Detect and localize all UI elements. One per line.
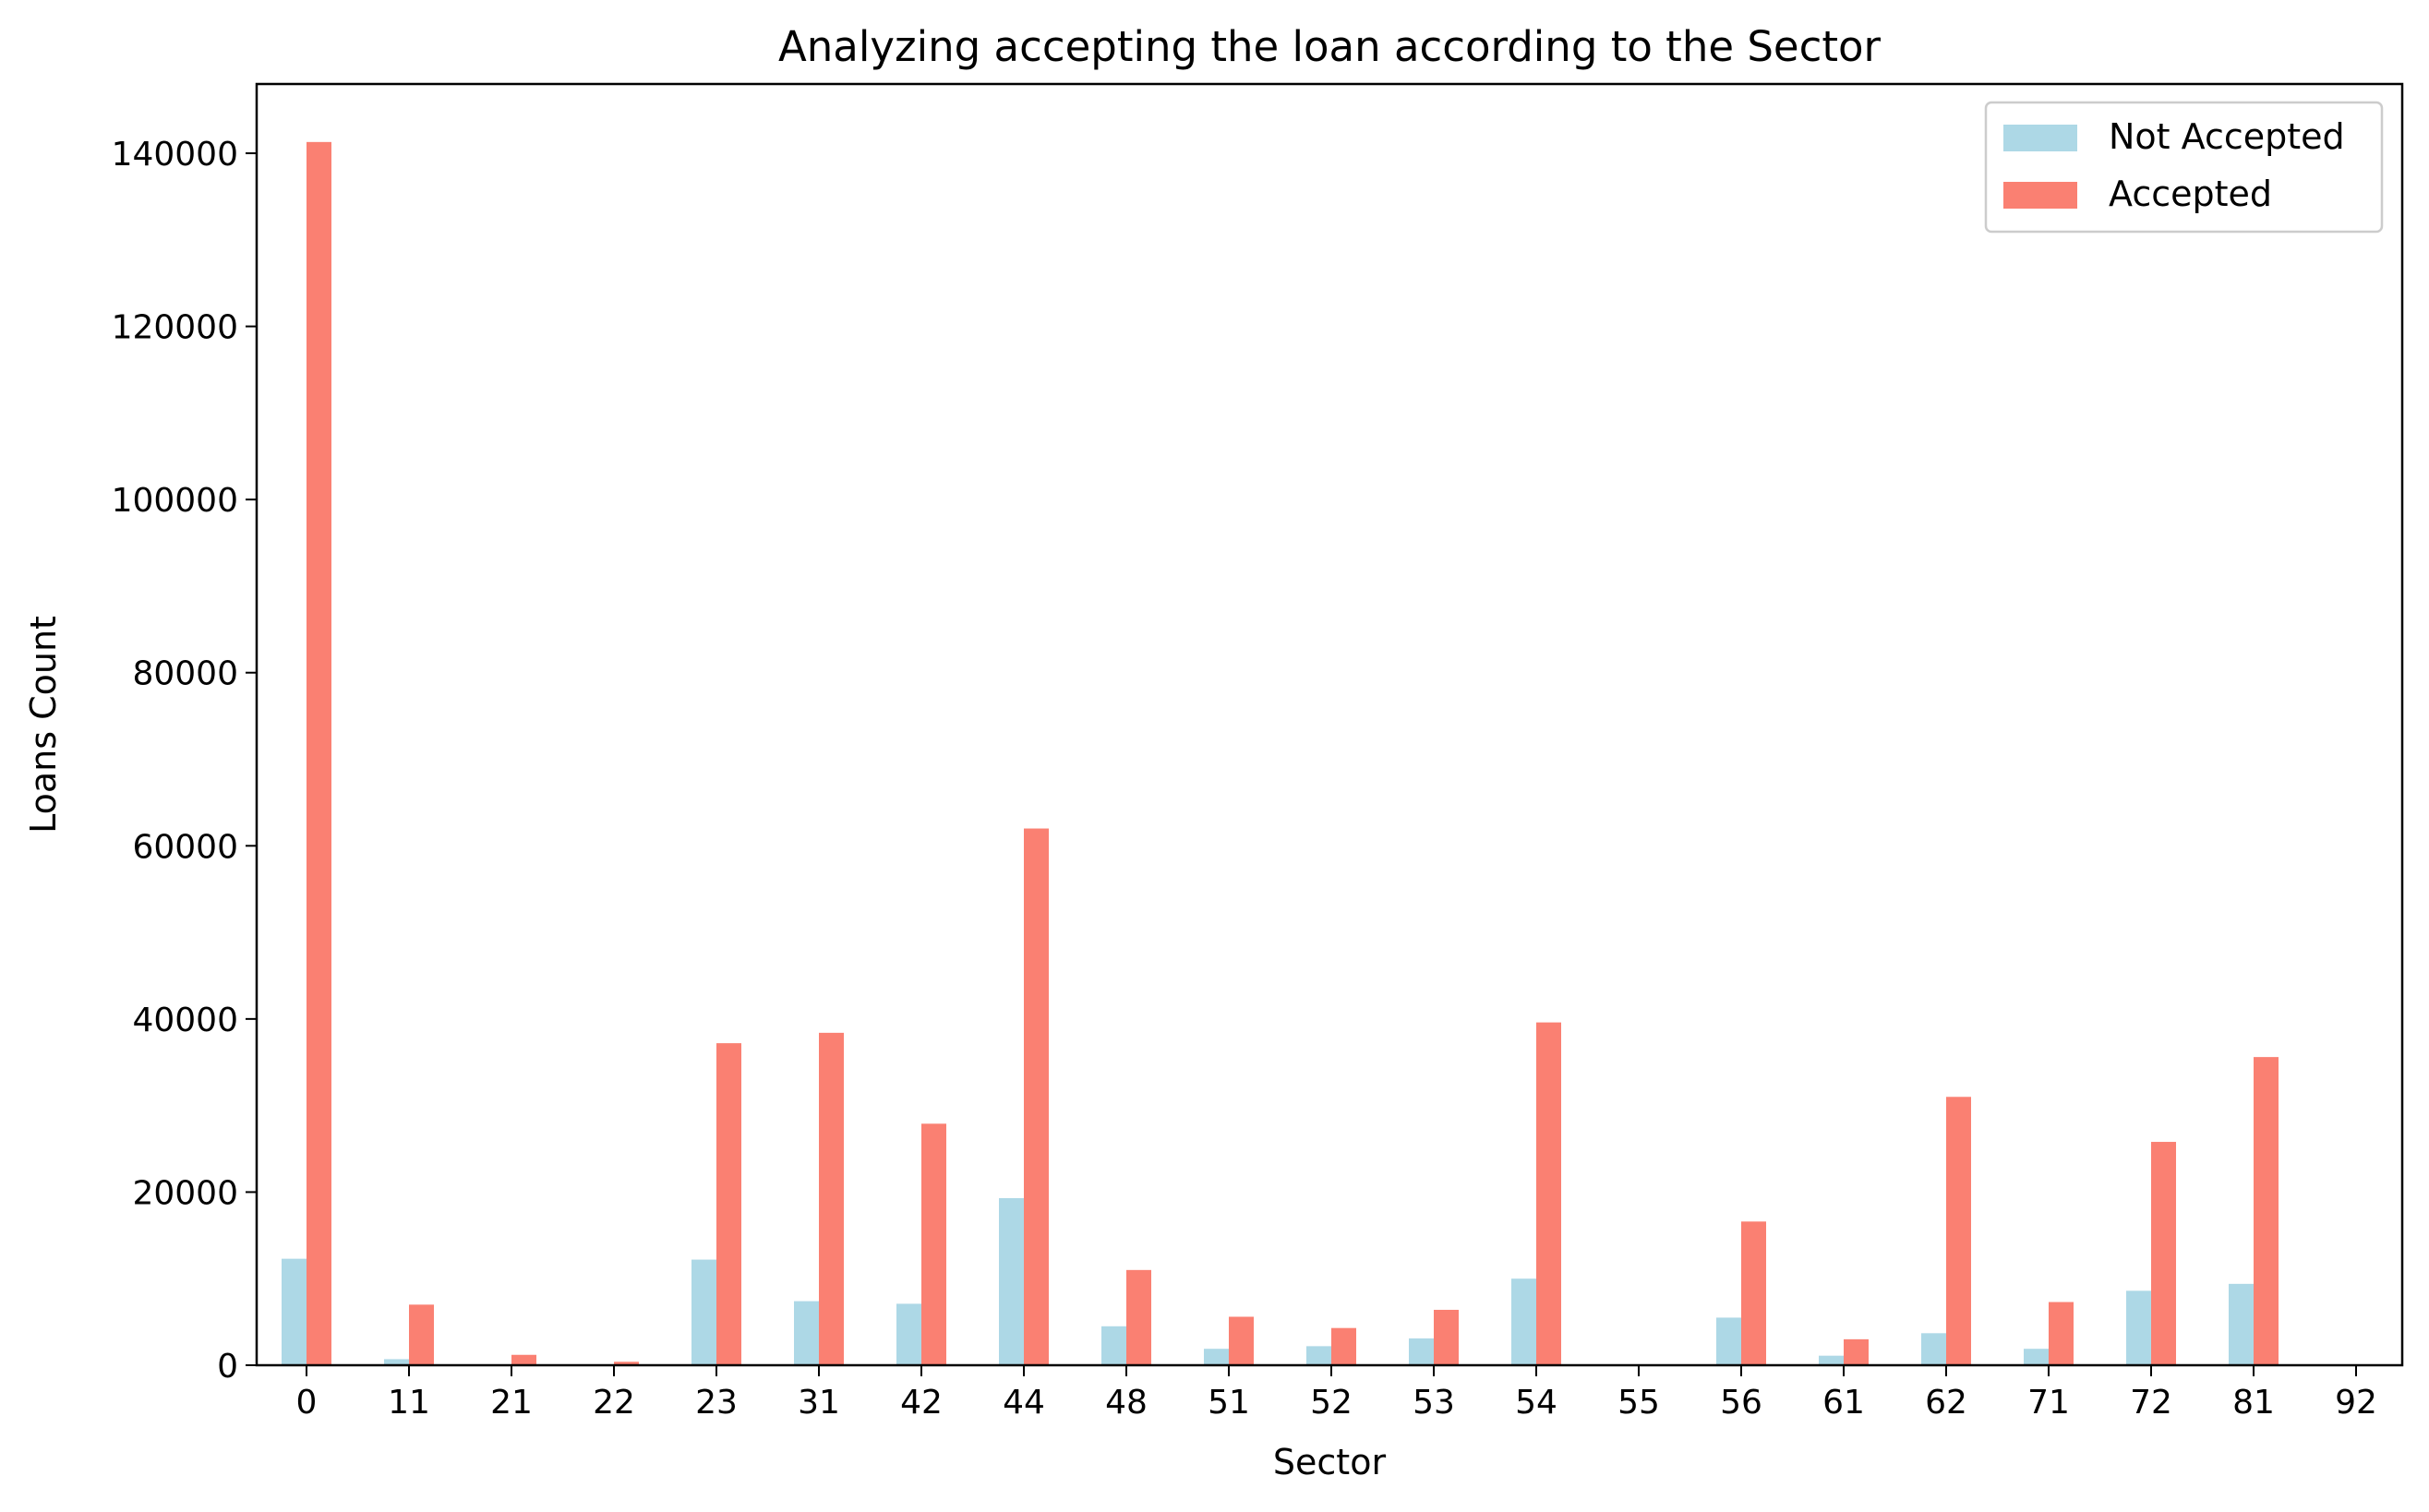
bars-layer bbox=[282, 141, 2279, 1366]
x-tick-label: 42 bbox=[900, 1384, 943, 1422]
x-tick-label: 92 bbox=[2335, 1384, 2377, 1422]
bar-accepted-51 bbox=[1229, 1316, 1254, 1365]
bar-accepted-61 bbox=[1844, 1338, 1869, 1365]
x-tick-label: 21 bbox=[490, 1384, 533, 1422]
y-axis-ticks: 0 20000 40000 60000 80000 100000 120000 140000 bbox=[112, 136, 257, 1386]
legend: Not Accepted Accepted bbox=[1984, 101, 2384, 234]
y-tick-label: 0 bbox=[217, 1348, 238, 1386]
y-axis-title: Loans Count bbox=[23, 616, 64, 834]
bar-accepted-81 bbox=[2254, 1057, 2279, 1365]
x-tick-label: 11 bbox=[388, 1384, 430, 1422]
bar-not-accepted-51 bbox=[1204, 1349, 1229, 1365]
bar-accepted-21 bbox=[511, 1354, 536, 1365]
bar-accepted-23 bbox=[716, 1043, 741, 1365]
legend-label-accepted: Accepted bbox=[2109, 174, 2272, 214]
x-tick-label: 31 bbox=[798, 1384, 840, 1422]
x-tick-label: 81 bbox=[2232, 1384, 2275, 1422]
bar-not-accepted-62 bbox=[1921, 1333, 1946, 1365]
bar-not-accepted-72 bbox=[2126, 1290, 2151, 1365]
x-tick-label: 52 bbox=[1310, 1384, 1353, 1422]
bar-not-accepted-48 bbox=[1101, 1326, 1126, 1365]
x-axis-title: Sector bbox=[1273, 1442, 1387, 1482]
bar-not-accepted-54 bbox=[1511, 1278, 1536, 1365]
x-tick-label: 48 bbox=[1105, 1384, 1148, 1422]
bar-not-accepted-53 bbox=[1409, 1338, 1434, 1365]
bar-not-accepted-0 bbox=[282, 1258, 307, 1365]
bar-not-accepted-11 bbox=[384, 1359, 409, 1365]
bar-not-accepted-71 bbox=[2024, 1349, 2049, 1365]
bar-not-accepted-56 bbox=[1716, 1317, 1741, 1365]
legend-swatch-accepted bbox=[2003, 182, 2077, 209]
bar-accepted-72 bbox=[2151, 1142, 2176, 1365]
legend-label-not-accepted: Not Accepted bbox=[2109, 116, 2345, 157]
x-tick-label: 55 bbox=[1617, 1384, 1660, 1422]
bar-not-accepted-23 bbox=[691, 1259, 716, 1365]
y-tick-label: 100000 bbox=[112, 482, 238, 520]
x-tick-label: 53 bbox=[1413, 1384, 1455, 1422]
chart-title: Analyzing accepting the loan according t… bbox=[778, 22, 1882, 71]
bar-accepted-44 bbox=[1024, 828, 1049, 1365]
bar-accepted-42 bbox=[921, 1123, 946, 1365]
y-tick-label: 80000 bbox=[132, 655, 238, 693]
bar-accepted-54 bbox=[1536, 1022, 1561, 1365]
bar-not-accepted-61 bbox=[1819, 1355, 1844, 1365]
x-tick-label: 56 bbox=[1720, 1384, 1762, 1422]
y-tick-label: 20000 bbox=[132, 1174, 238, 1212]
bar-accepted-52 bbox=[1331, 1327, 1356, 1365]
x-axis-ticks: 0 11 21 22 23 31 42 44 48 51 52 53 54 55 56 61 62 71 72 81 9… bbox=[296, 1365, 2377, 1422]
bar-not-accepted-81 bbox=[2229, 1283, 2254, 1365]
x-tick-label: 51 bbox=[1208, 1384, 1250, 1422]
x-tick-label: 44 bbox=[1003, 1384, 1045, 1422]
y-tick-label: 120000 bbox=[112, 309, 238, 347]
x-tick-label: 62 bbox=[1925, 1384, 1967, 1422]
bar-not-accepted-31 bbox=[794, 1301, 819, 1365]
x-tick-label: 22 bbox=[593, 1384, 635, 1422]
bar-not-accepted-52 bbox=[1306, 1346, 1331, 1365]
bar-accepted-71 bbox=[2049, 1302, 2074, 1365]
bar-accepted-31 bbox=[819, 1032, 844, 1365]
x-tick-label: 72 bbox=[2130, 1384, 2172, 1422]
y-tick-label: 40000 bbox=[132, 1002, 238, 1039]
legend-frame bbox=[1984, 101, 2384, 234]
bar-accepted-11 bbox=[409, 1304, 434, 1365]
x-tick-label: 23 bbox=[695, 1384, 738, 1422]
bar-accepted-0 bbox=[307, 141, 331, 1366]
bar-accepted-48 bbox=[1126, 1269, 1151, 1365]
plot-frame bbox=[255, 82, 2404, 1367]
bar-not-accepted-42 bbox=[896, 1303, 921, 1365]
y-tick-label: 60000 bbox=[132, 828, 238, 866]
bar-accepted-53 bbox=[1434, 1309, 1459, 1365]
bar-accepted-56 bbox=[1741, 1221, 1766, 1365]
x-tick-label: 0 bbox=[296, 1384, 318, 1422]
x-tick-label: 61 bbox=[1822, 1384, 1865, 1422]
bar-not-accepted-44 bbox=[999, 1197, 1024, 1365]
bar-accepted-62 bbox=[1946, 1097, 1971, 1365]
x-tick-label: 71 bbox=[2027, 1384, 2070, 1422]
y-tick-label: 140000 bbox=[112, 136, 238, 174]
legend-swatch-not-accepted bbox=[2003, 125, 2077, 151]
x-tick-label: 54 bbox=[1515, 1384, 1557, 1422]
bar-accepted-22 bbox=[614, 1362, 639, 1365]
